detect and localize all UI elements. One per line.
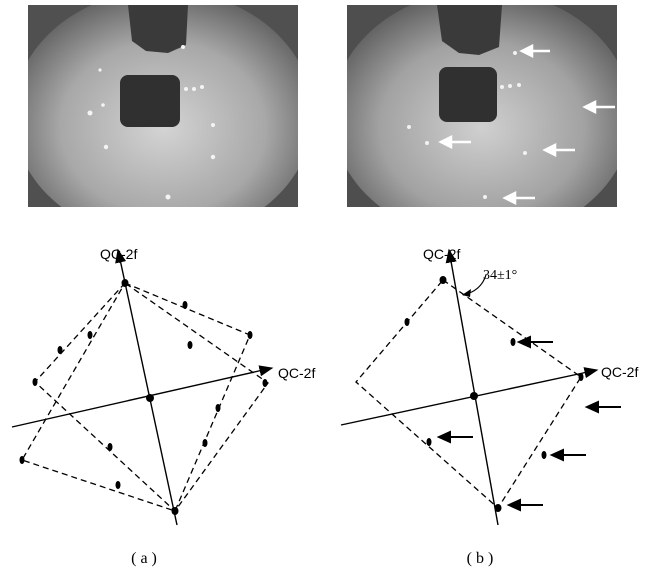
axes <box>11 248 274 526</box>
diagram-arrows <box>436 335 621 512</box>
vertical-axis <box>115 248 178 526</box>
lattice-points <box>19 279 268 515</box>
diffraction-photo-a <box>28 5 298 207</box>
diagram-arrow-icon <box>549 448 586 462</box>
diagram-arrow-icon <box>516 335 553 349</box>
photo-arrows <box>438 43 615 206</box>
schematic-b: QC-2f QC-2f 34±1° <box>331 225 662 530</box>
angle-arrowhead <box>462 289 471 297</box>
beam-stop <box>439 67 497 122</box>
angle-annotation: 34±1° <box>483 268 517 283</box>
schematic-a: QC-2f QC-2f <box>0 225 331 530</box>
caption-b: ( b ) <box>466 550 494 567</box>
diffraction-photo-b <box>347 5 617 207</box>
horizontal-axis-label: QC-2f <box>601 364 638 380</box>
diffraction-spots <box>407 51 527 199</box>
diagram-arrow-icon <box>584 400 621 414</box>
diagram-arrow-icon <box>436 430 473 444</box>
photo-arrow-icon <box>502 190 535 206</box>
axes <box>340 248 599 526</box>
lattice-points <box>404 276 584 512</box>
diffraction-spots <box>87 45 216 200</box>
vertical-axis-label: QC-2f <box>423 246 460 262</box>
photo-arrow-icon <box>519 43 550 59</box>
dashed-lattice <box>355 279 582 509</box>
horizontal-axis <box>340 367 599 426</box>
caption-a: ( a ) <box>131 550 157 567</box>
beam-stop <box>120 75 180 127</box>
photo-arrow-icon <box>542 142 575 158</box>
diagram-arrow-icon <box>506 498 543 512</box>
sample-holder-shadow <box>128 5 188 53</box>
photo-arrow-icon <box>438 134 471 150</box>
sample-holder-shadow <box>437 5 502 55</box>
axis-top-tip <box>117 249 121 264</box>
vertical-axis-label: QC-2f <box>100 246 137 262</box>
photo-arrow-icon <box>582 99 615 115</box>
horizontal-axis <box>11 365 274 428</box>
vertical-axis <box>445 248 499 526</box>
horizontal-axis-label: QC-2f <box>278 365 315 381</box>
